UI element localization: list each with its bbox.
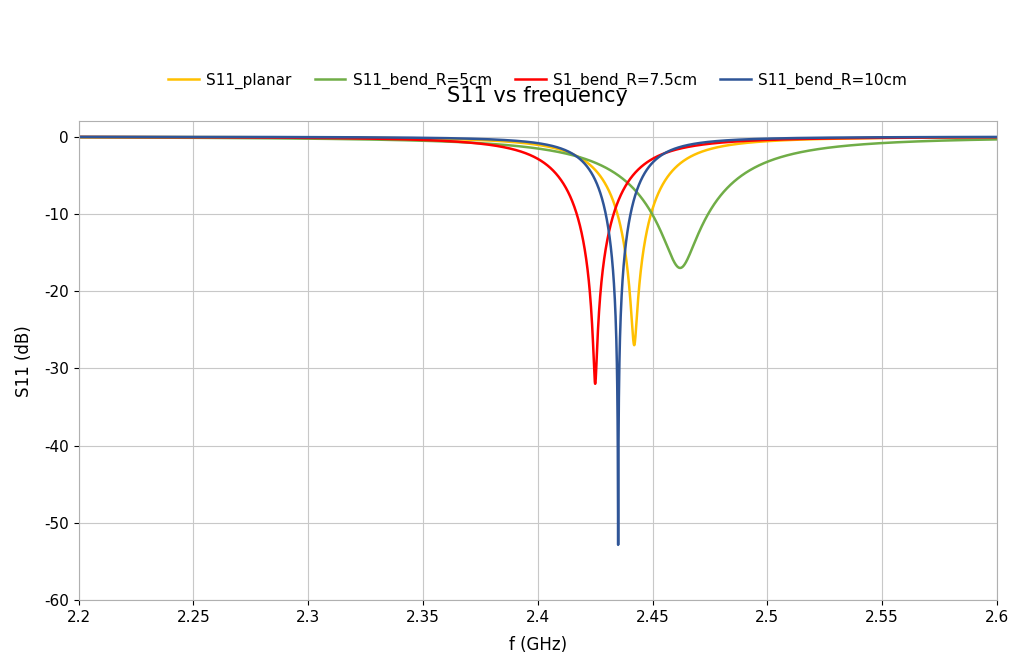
S11_bend_R=5cm	[423, 137, 435, 145]
S11_planar	[423, 134, 435, 142]
S11_bend_R=10cm	[670, 145, 682, 153]
S11_planar	[991, 133, 1004, 141]
S1_bend_R=7.5cm	[827, 134, 840, 142]
S11_bend_R=10cm	[423, 134, 435, 142]
S11_bend_R=5cm	[624, 181, 636, 189]
S11_bend_R=10cm	[240, 133, 252, 141]
S1_bend_R=7.5cm	[991, 133, 1004, 141]
S11_bend_R=5cm	[73, 133, 85, 141]
S11_bend_R=5cm	[991, 135, 1004, 143]
S11_bend_R=5cm	[674, 264, 686, 272]
S11_planar	[624, 284, 636, 292]
Line: S11_bend_R=10cm: S11_bend_R=10cm	[79, 136, 997, 545]
S11_planar	[240, 133, 252, 141]
S1_bend_R=7.5cm	[624, 176, 636, 184]
S1_bend_R=7.5cm	[758, 136, 770, 144]
S11_bend_R=10cm	[624, 215, 636, 223]
S11_bend_R=10cm	[73, 132, 85, 140]
S11_bend_R=5cm	[827, 143, 840, 151]
Line: S11_planar: S11_planar	[79, 137, 997, 345]
S11_bend_R=5cm	[758, 159, 770, 167]
Line: S1_bend_R=7.5cm: S1_bend_R=7.5cm	[79, 137, 997, 384]
S1_bend_R=7.5cm	[423, 136, 435, 145]
S1_bend_R=7.5cm	[73, 133, 85, 141]
S11_bend_R=5cm	[240, 134, 252, 142]
S11_planar	[628, 341, 640, 349]
S11_bend_R=10cm	[991, 133, 1004, 141]
S11_bend_R=5cm	[670, 261, 682, 269]
S11_bend_R=10cm	[827, 134, 840, 142]
S1_bend_R=7.5cm	[670, 146, 682, 154]
S1_bend_R=7.5cm	[589, 380, 601, 388]
X-axis label: f (GHz): f (GHz)	[509, 636, 567, 654]
Title: S11 vs frequency: S11 vs frequency	[447, 86, 629, 106]
S11_planar	[670, 163, 682, 171]
S11_planar	[827, 134, 840, 142]
S1_bend_R=7.5cm	[240, 133, 252, 141]
S11_planar	[73, 133, 85, 141]
S11_bend_R=10cm	[758, 134, 770, 142]
Line: S11_bend_R=5cm: S11_bend_R=5cm	[79, 137, 997, 268]
S11_planar	[758, 137, 770, 145]
S11_bend_R=10cm	[612, 541, 625, 549]
Y-axis label: S11 (dB): S11 (dB)	[15, 324, 33, 397]
Legend: S11_planar, S11_bend_R=5cm, S1_bend_R=7.5cm, S11_bend_R=10cm: S11_planar, S11_bend_R=5cm, S1_bend_R=7.…	[162, 66, 913, 95]
